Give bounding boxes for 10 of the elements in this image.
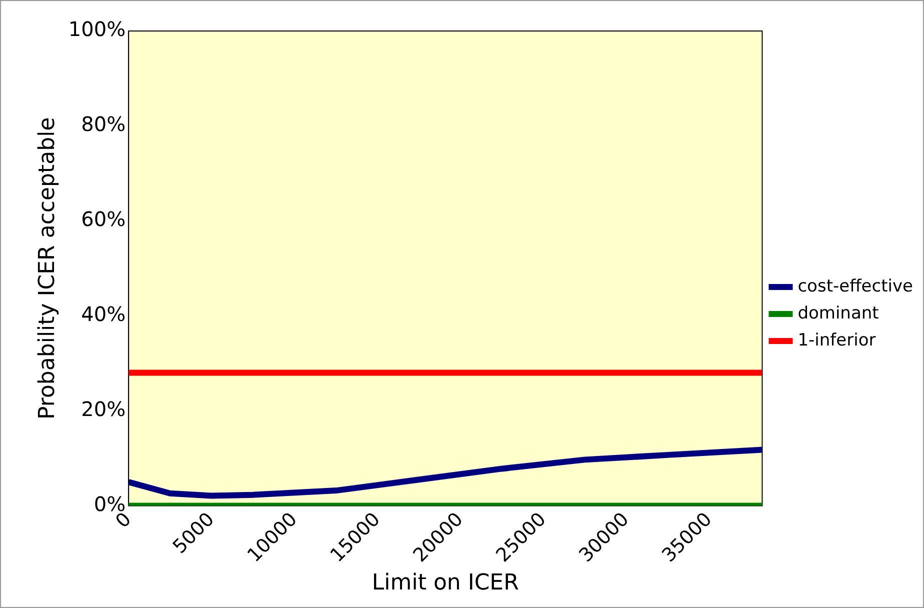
legend-label: dominant <box>798 303 880 324</box>
y-tick-label: 20% <box>81 396 126 421</box>
y-tick-label: 60% <box>81 207 126 232</box>
y-tick-label: 40% <box>81 302 126 326</box>
legend-label: cost-effective <box>798 276 914 296</box>
y-axis-title: Probability ICER acceptable <box>34 117 60 420</box>
y-tick-label: 80% <box>81 112 126 136</box>
y-tick-label: 100% <box>68 17 126 42</box>
x-axis-title: Limit on ICER <box>372 570 519 596</box>
legend-label: 1-inferior <box>798 330 876 350</box>
